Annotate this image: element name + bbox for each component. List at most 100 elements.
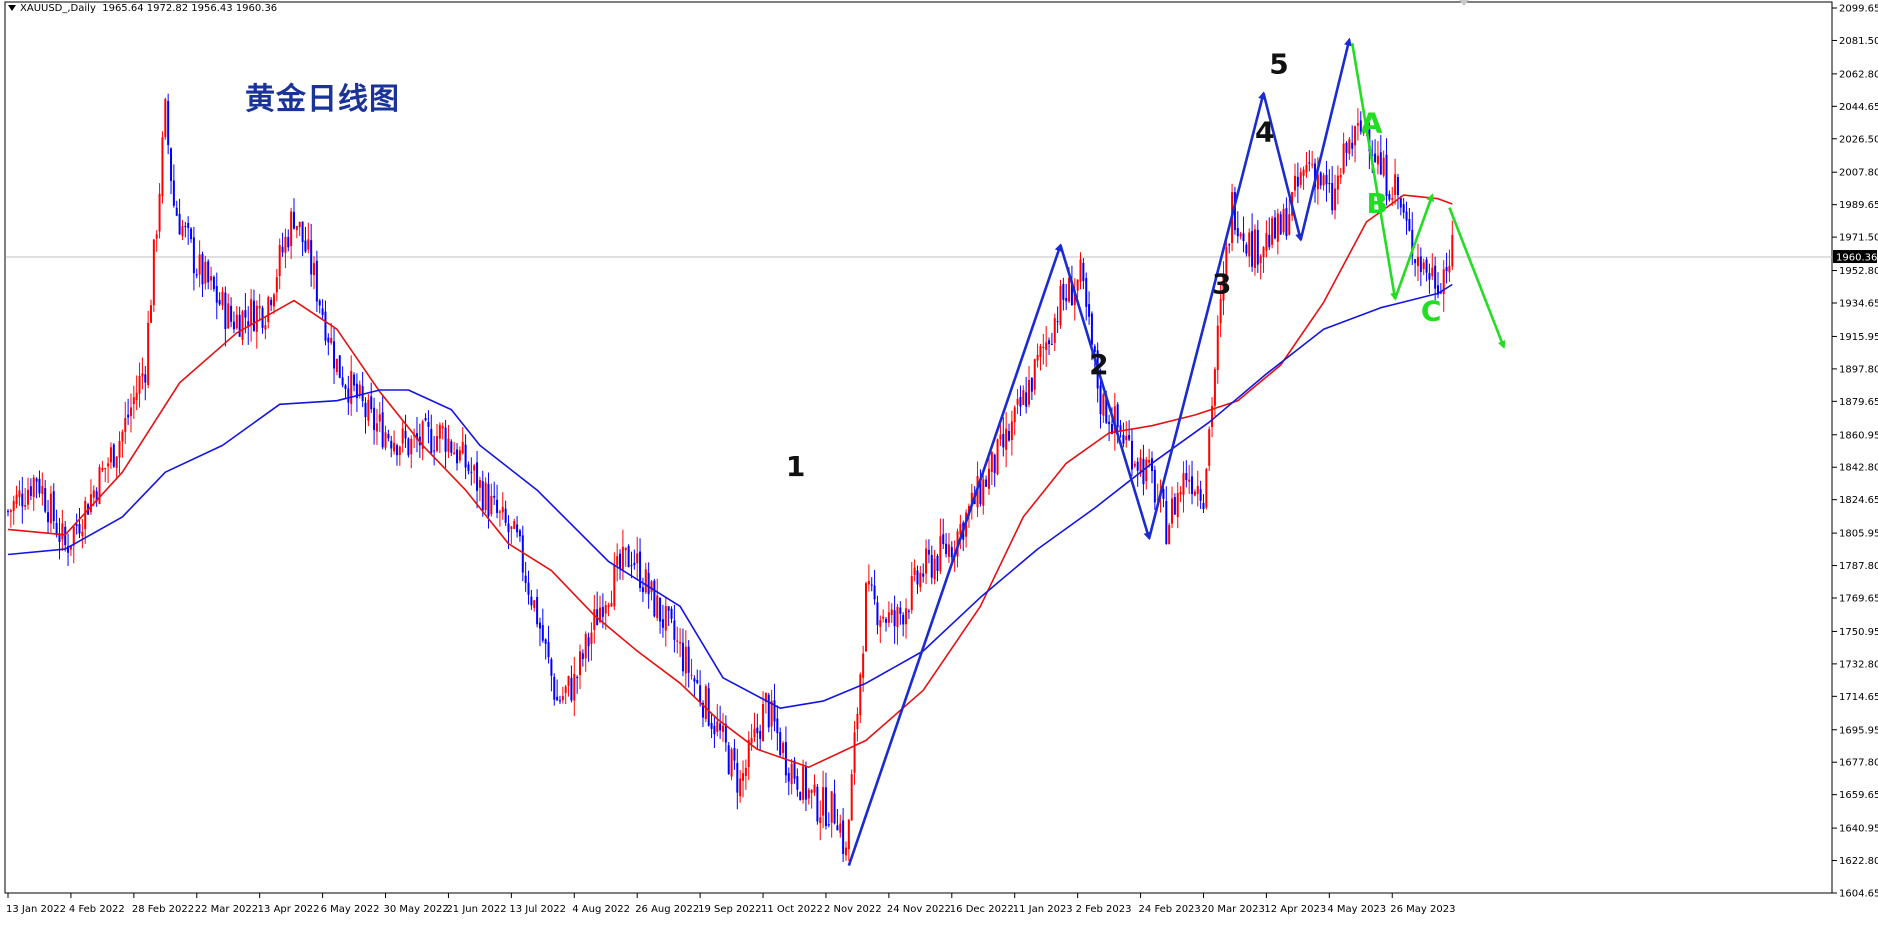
candle [1125, 421, 1128, 448]
x-tick-label: 13 Jul 2022 [509, 904, 566, 915]
candle [1348, 136, 1351, 160]
x-tick-label: 26 Aug 2022 [635, 904, 699, 915]
candle [1082, 258, 1085, 290]
x-tick-label: 22 Mar 2022 [195, 904, 258, 915]
candle [187, 216, 190, 245]
candle [744, 759, 747, 790]
dropdown-triangle-icon[interactable] [8, 5, 16, 11]
candle [867, 564, 870, 592]
candle [375, 408, 378, 445]
candle [1019, 385, 1022, 416]
candle [1191, 460, 1194, 505]
candle [670, 606, 673, 624]
candle [350, 355, 353, 416]
candle [241, 309, 244, 346]
candle [161, 131, 164, 204]
wave-corrective-segment [1350, 42, 1399, 301]
candle [1388, 190, 1391, 202]
candle [558, 695, 561, 705]
candle [41, 472, 44, 506]
candle [661, 604, 664, 638]
candle [1059, 279, 1062, 329]
candle [1302, 166, 1305, 190]
candle [32, 474, 35, 511]
candle [1322, 172, 1325, 191]
candle [556, 679, 559, 701]
candle [7, 509, 9, 517]
candle [164, 97, 167, 140]
candle [456, 443, 459, 471]
candle [530, 589, 533, 610]
candle [393, 430, 396, 455]
candle [910, 562, 913, 614]
candle [1233, 186, 1236, 235]
candle [135, 375, 138, 411]
x-tick-label: 2 Feb 2023 [1076, 904, 1132, 915]
candle [1253, 224, 1256, 276]
candle [1151, 451, 1153, 484]
candle [1285, 197, 1288, 240]
candle [802, 759, 805, 804]
candle [478, 476, 481, 502]
x-tick-label: 30 May 2022 [384, 904, 449, 915]
candle [739, 770, 742, 803]
x-tick-label: 4 May 2023 [1327, 904, 1386, 915]
candle [919, 566, 922, 592]
candle [109, 442, 112, 469]
candle [936, 553, 939, 582]
candle [756, 713, 759, 750]
candle [1374, 139, 1377, 164]
x-tick-label: 16 Dec 2022 [950, 904, 1014, 915]
candle [421, 419, 424, 461]
candle [913, 559, 916, 582]
candle [719, 705, 722, 739]
candle [853, 721, 856, 785]
candle [224, 286, 227, 347]
candle [547, 625, 550, 664]
candle [916, 565, 919, 594]
candle [1036, 343, 1039, 368]
candle [1262, 246, 1265, 273]
candle [1251, 213, 1254, 272]
candle [1342, 132, 1345, 175]
candle [175, 200, 178, 217]
candle [796, 768, 799, 797]
candle [304, 226, 307, 254]
wave-label: B [1367, 187, 1388, 220]
ma-fast-line [7, 194, 1453, 769]
ohlc-values: 1965.64 1972.82 1956.43 1960.36 [102, 3, 278, 14]
candle [1193, 489, 1196, 497]
candle [579, 644, 581, 690]
candle [624, 547, 627, 567]
candle [727, 742, 730, 775]
candle [315, 250, 318, 313]
candle [1185, 460, 1188, 488]
candle [767, 692, 770, 733]
x-tick-label: 21 Jun 2022 [446, 904, 506, 915]
candle [541, 608, 544, 643]
wave-impulse-segment [1262, 92, 1304, 242]
candle [527, 570, 530, 605]
candle [1202, 494, 1205, 514]
candle [215, 272, 218, 320]
wave-impulse-segment [1299, 37, 1352, 241]
y-tick-label: 2099.65 [1839, 4, 1878, 15]
candle [55, 509, 58, 538]
candle [281, 232, 284, 257]
candle [1359, 111, 1362, 135]
candle [1182, 461, 1185, 513]
candle [444, 419, 447, 468]
candle [870, 577, 873, 592]
x-tick-label: 2 Nov 2022 [824, 904, 882, 915]
candle [993, 453, 996, 487]
candle [553, 673, 556, 706]
candle [1259, 254, 1262, 280]
chart-shift-marker-icon[interactable] [1459, 0, 1469, 6]
candle [298, 221, 301, 237]
candle [816, 784, 819, 825]
candle [404, 414, 407, 448]
candle [518, 528, 521, 542]
candle [593, 594, 596, 644]
